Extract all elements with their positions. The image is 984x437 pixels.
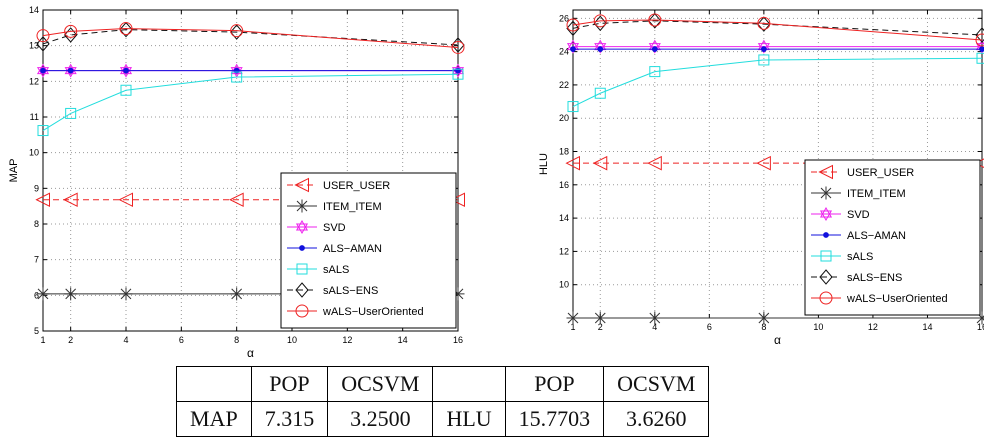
x-axis-label: α xyxy=(247,346,254,360)
y-tick-label: 18 xyxy=(559,147,569,157)
y-tick-label: 7 xyxy=(34,255,39,265)
x-tick-label: 16 xyxy=(977,322,984,332)
y-tick-label: 20 xyxy=(559,113,569,123)
table-cell: HLU xyxy=(433,402,505,437)
x-tick-label: 10 xyxy=(813,322,823,332)
data-point xyxy=(980,47,984,52)
legend-label: wALS−UserOriented xyxy=(846,293,948,305)
data-point xyxy=(300,246,305,251)
series-line xyxy=(573,58,982,106)
data-point xyxy=(567,312,580,325)
data-point xyxy=(757,312,770,325)
legend-label: SVD xyxy=(323,222,346,234)
data-point xyxy=(37,287,50,300)
series-line xyxy=(573,20,982,40)
legend-label: sALS xyxy=(847,251,873,263)
x-tick-label: 12 xyxy=(868,322,878,332)
data-point xyxy=(68,68,73,73)
table-cell: MAP xyxy=(177,402,252,437)
x-tick-label: 14 xyxy=(398,335,408,345)
y-axis-label: MAP xyxy=(8,159,20,183)
data-point xyxy=(594,312,607,325)
y-tick-label: 16 xyxy=(559,180,569,190)
legend-label: SVD xyxy=(847,209,870,221)
y-tick-label: 13 xyxy=(29,41,39,51)
data-point xyxy=(571,47,576,52)
y-tick-label: 12 xyxy=(559,246,569,256)
legend-label: ALS−AMAN xyxy=(323,243,382,255)
legend-label: wALS−UserOriented xyxy=(322,306,424,318)
data-point xyxy=(120,287,133,300)
legend-label: ITEM_ITEM xyxy=(323,201,382,213)
x-tick-label: 10 xyxy=(287,335,297,345)
table-cell: 15.7703 xyxy=(505,402,604,437)
y-tick-label: 10 xyxy=(29,148,39,158)
x-axis-label: α xyxy=(774,333,781,347)
y-tick-label: 22 xyxy=(559,80,569,90)
legend-label: sALS−ENS xyxy=(323,285,378,297)
legend-item: sALS−ENS xyxy=(811,270,902,284)
table-cell: POP xyxy=(251,367,328,402)
data-point xyxy=(652,47,657,52)
y-tick-label: 5 xyxy=(34,326,39,336)
x-tick-label: 6 xyxy=(179,335,184,345)
y-tick-label: 24 xyxy=(559,47,569,57)
data-point xyxy=(598,47,603,52)
table-row: MAP 7.315 3.2500 HLU 15.7703 3.6260 xyxy=(177,402,709,437)
table-cell xyxy=(177,367,252,402)
x-tick-label: 1 xyxy=(40,335,45,345)
x-tick-label: 12 xyxy=(342,335,352,345)
x-tick-label: 14 xyxy=(922,322,932,332)
data-point xyxy=(296,200,309,213)
y-tick-label: 14 xyxy=(29,5,39,15)
series-line xyxy=(43,74,458,130)
chart-2: 1246810121416101214161820222426αHLUUSER_… xyxy=(538,10,984,347)
series-line xyxy=(573,21,982,35)
y-tick-label: 10 xyxy=(559,280,569,290)
legend-label: sALS xyxy=(323,264,349,276)
table-cell: POP xyxy=(505,367,604,402)
table-cell: OCSVM xyxy=(328,367,433,402)
y-tick-label: 8 xyxy=(34,219,39,229)
x-tick-label: 8 xyxy=(234,335,239,345)
y-tick-label: 11 xyxy=(30,112,39,122)
baseline-results-table: POP OCSVM POP OCSVM MAP 7.315 3.2500 HLU… xyxy=(176,366,709,437)
table-cell: 3.6260 xyxy=(604,402,709,437)
table-cell xyxy=(433,367,505,402)
x-tick-label: 4 xyxy=(123,335,128,345)
legend-item: sALS−ENS xyxy=(287,283,378,297)
legend-label: ALS−AMAN xyxy=(847,230,906,242)
y-axis-label: HLU xyxy=(538,153,550,175)
table-cell: 7.315 xyxy=(251,402,328,437)
data-point xyxy=(820,187,833,200)
y-tick-label: 14 xyxy=(559,213,569,223)
x-tick-label: 16 xyxy=(453,335,463,345)
legend-label: USER_USER xyxy=(323,180,390,192)
legend-label: USER_USER xyxy=(847,167,914,179)
table-header-row: POP OCSVM POP OCSVM xyxy=(177,367,709,402)
x-tick-label: 6 xyxy=(707,322,712,332)
data-point xyxy=(124,68,129,73)
table-cell: 3.2500 xyxy=(328,402,433,437)
y-tick-label: 9 xyxy=(34,183,39,193)
data-point xyxy=(230,287,243,300)
legend: USER_USER ITEM_ITEM SVD ALS−AMAN sALS sALS−EN… xyxy=(805,160,980,315)
legend-label: sALS−ENS xyxy=(847,272,902,284)
data-point xyxy=(824,233,829,238)
x-tick-label: 2 xyxy=(68,335,73,345)
data-point xyxy=(761,47,766,52)
legend: USER_USER ITEM_ITEM SVD ALS−AMAN sALS sALS−EN… xyxy=(281,173,456,328)
data-point xyxy=(41,68,46,73)
data-point xyxy=(648,312,661,325)
table-cell: OCSVM xyxy=(604,367,709,402)
legend-label: ITEM_ITEM xyxy=(847,188,906,200)
y-tick-label: 12 xyxy=(29,76,39,86)
data-point xyxy=(64,287,77,300)
